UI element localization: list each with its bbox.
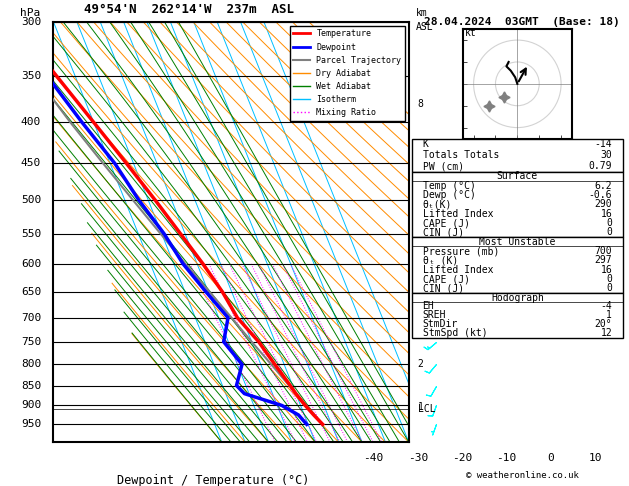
Text: 20°: 20° <box>594 319 612 330</box>
Text: km: km <box>416 8 428 17</box>
Text: 0: 0 <box>548 453 554 463</box>
Text: 8: 8 <box>338 446 342 451</box>
Text: 550: 550 <box>21 228 41 239</box>
Text: SREH: SREH <box>423 311 446 320</box>
Text: 0: 0 <box>606 274 612 284</box>
Text: EH: EH <box>423 301 434 312</box>
Text: Hodograph: Hodograph <box>491 293 544 302</box>
Text: 950: 950 <box>21 419 41 429</box>
Text: 0: 0 <box>606 283 612 294</box>
Text: StmDir: StmDir <box>423 319 458 330</box>
Text: 297: 297 <box>594 256 612 265</box>
Text: CAPE (J): CAPE (J) <box>423 218 469 228</box>
Text: K: K <box>423 139 428 149</box>
Text: 700: 700 <box>21 312 41 323</box>
Text: 25: 25 <box>377 446 386 451</box>
Text: Temp (°C): Temp (°C) <box>423 181 476 191</box>
Text: StmSpd (kt): StmSpd (kt) <box>423 329 487 338</box>
Text: 0.79: 0.79 <box>589 161 612 171</box>
Text: -4: -4 <box>601 301 612 312</box>
Text: -30: -30 <box>408 453 428 463</box>
Text: 10: 10 <box>343 446 352 451</box>
Text: 16: 16 <box>601 265 612 275</box>
Text: Pressure (mb): Pressure (mb) <box>423 246 499 256</box>
Text: 8: 8 <box>418 100 423 109</box>
Text: 49°54'N  262°14'W  237m  ASL: 49°54'N 262°14'W 237m ASL <box>84 2 294 16</box>
Text: Lifted Index: Lifted Index <box>423 265 493 275</box>
Text: 450: 450 <box>21 158 41 169</box>
Text: PW (cm): PW (cm) <box>423 161 464 171</box>
Text: ASL: ASL <box>416 22 433 33</box>
Text: 290: 290 <box>594 199 612 209</box>
Text: 6: 6 <box>418 188 423 198</box>
Text: Totals Totals: Totals Totals <box>423 150 499 160</box>
Text: kt: kt <box>465 28 477 38</box>
Text: 3: 3 <box>418 312 423 323</box>
Text: -0.6: -0.6 <box>589 190 612 200</box>
FancyBboxPatch shape <box>412 172 623 237</box>
Text: CIN (J): CIN (J) <box>423 283 464 294</box>
Text: -10: -10 <box>496 453 516 463</box>
Text: 10: 10 <box>589 453 602 463</box>
FancyBboxPatch shape <box>412 293 623 338</box>
Text: Mixing Ratio (g/kg): Mixing Ratio (g/kg) <box>440 210 449 322</box>
Text: 2: 2 <box>293 446 298 451</box>
Text: © weatheronline.co.uk: © weatheronline.co.uk <box>465 471 579 480</box>
Text: hPa: hPa <box>20 8 40 17</box>
Text: Dewp (°C): Dewp (°C) <box>423 190 476 200</box>
Text: 16: 16 <box>601 208 612 219</box>
Text: 4: 4 <box>418 270 423 280</box>
Text: 20: 20 <box>369 446 377 451</box>
Text: CIN (J): CIN (J) <box>423 227 464 238</box>
Text: 800: 800 <box>21 359 41 369</box>
Text: 300: 300 <box>21 17 41 27</box>
Text: 3: 3 <box>306 446 310 451</box>
Text: 1: 1 <box>273 446 277 451</box>
Text: 700: 700 <box>594 246 612 256</box>
Text: -20: -20 <box>452 453 472 463</box>
Text: 350: 350 <box>21 70 41 81</box>
Text: LCL: LCL <box>418 404 435 415</box>
Text: 12: 12 <box>601 329 612 338</box>
Text: 500: 500 <box>21 195 41 205</box>
Text: 1: 1 <box>418 402 423 413</box>
Text: 6.2: 6.2 <box>594 181 612 191</box>
Text: 650: 650 <box>21 287 41 297</box>
Text: 850: 850 <box>21 381 41 391</box>
Text: 15: 15 <box>358 446 367 451</box>
Text: CAPE (J): CAPE (J) <box>423 274 469 284</box>
FancyBboxPatch shape <box>412 237 623 293</box>
FancyBboxPatch shape <box>412 139 623 172</box>
Text: 28.04.2024  03GMT  (Base: 18): 28.04.2024 03GMT (Base: 18) <box>424 17 620 27</box>
Text: 750: 750 <box>21 337 41 347</box>
Text: 6: 6 <box>328 446 332 451</box>
Text: 0: 0 <box>606 218 612 228</box>
Text: 400: 400 <box>21 117 41 127</box>
Legend: Temperature, Dewpoint, Parcel Trajectory, Dry Adiabat, Wet Adiabat, Isotherm, Mi: Temperature, Dewpoint, Parcel Trajectory… <box>290 26 404 121</box>
Text: Most Unstable: Most Unstable <box>479 237 555 247</box>
Text: 900: 900 <box>21 400 41 411</box>
Text: 0: 0 <box>606 227 612 238</box>
Text: θₜ(K): θₜ(K) <box>423 199 452 209</box>
Text: Surface: Surface <box>497 171 538 181</box>
Text: 7: 7 <box>418 142 423 153</box>
Text: 30: 30 <box>601 150 612 160</box>
Text: 1: 1 <box>606 311 612 320</box>
Text: Dewpoint / Temperature (°C): Dewpoint / Temperature (°C) <box>117 474 309 486</box>
Text: 4: 4 <box>314 446 319 451</box>
Text: -40: -40 <box>363 453 384 463</box>
Text: 2: 2 <box>418 359 423 369</box>
Text: 5: 5 <box>418 228 423 239</box>
Text: -14: -14 <box>594 139 612 149</box>
Text: Lifted Index: Lifted Index <box>423 208 493 219</box>
Text: θₜ (K): θₜ (K) <box>423 256 458 265</box>
Text: 600: 600 <box>21 259 41 269</box>
